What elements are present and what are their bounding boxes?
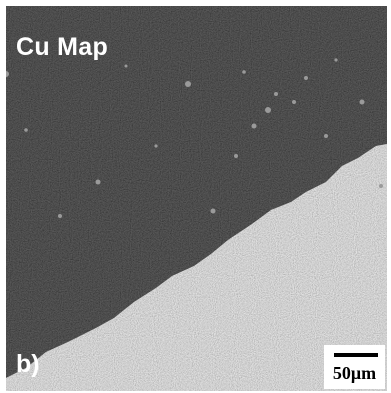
scale-bar-line: [334, 353, 378, 357]
scale-bar-label: 50μm: [332, 363, 377, 383]
map-title: Cu Map: [16, 33, 109, 61]
cu-speckles: [6, 58, 383, 218]
panel-label: b): [16, 350, 40, 378]
cu-element-map-image: [6, 6, 387, 391]
scale-bar: 50μm: [324, 345, 385, 389]
